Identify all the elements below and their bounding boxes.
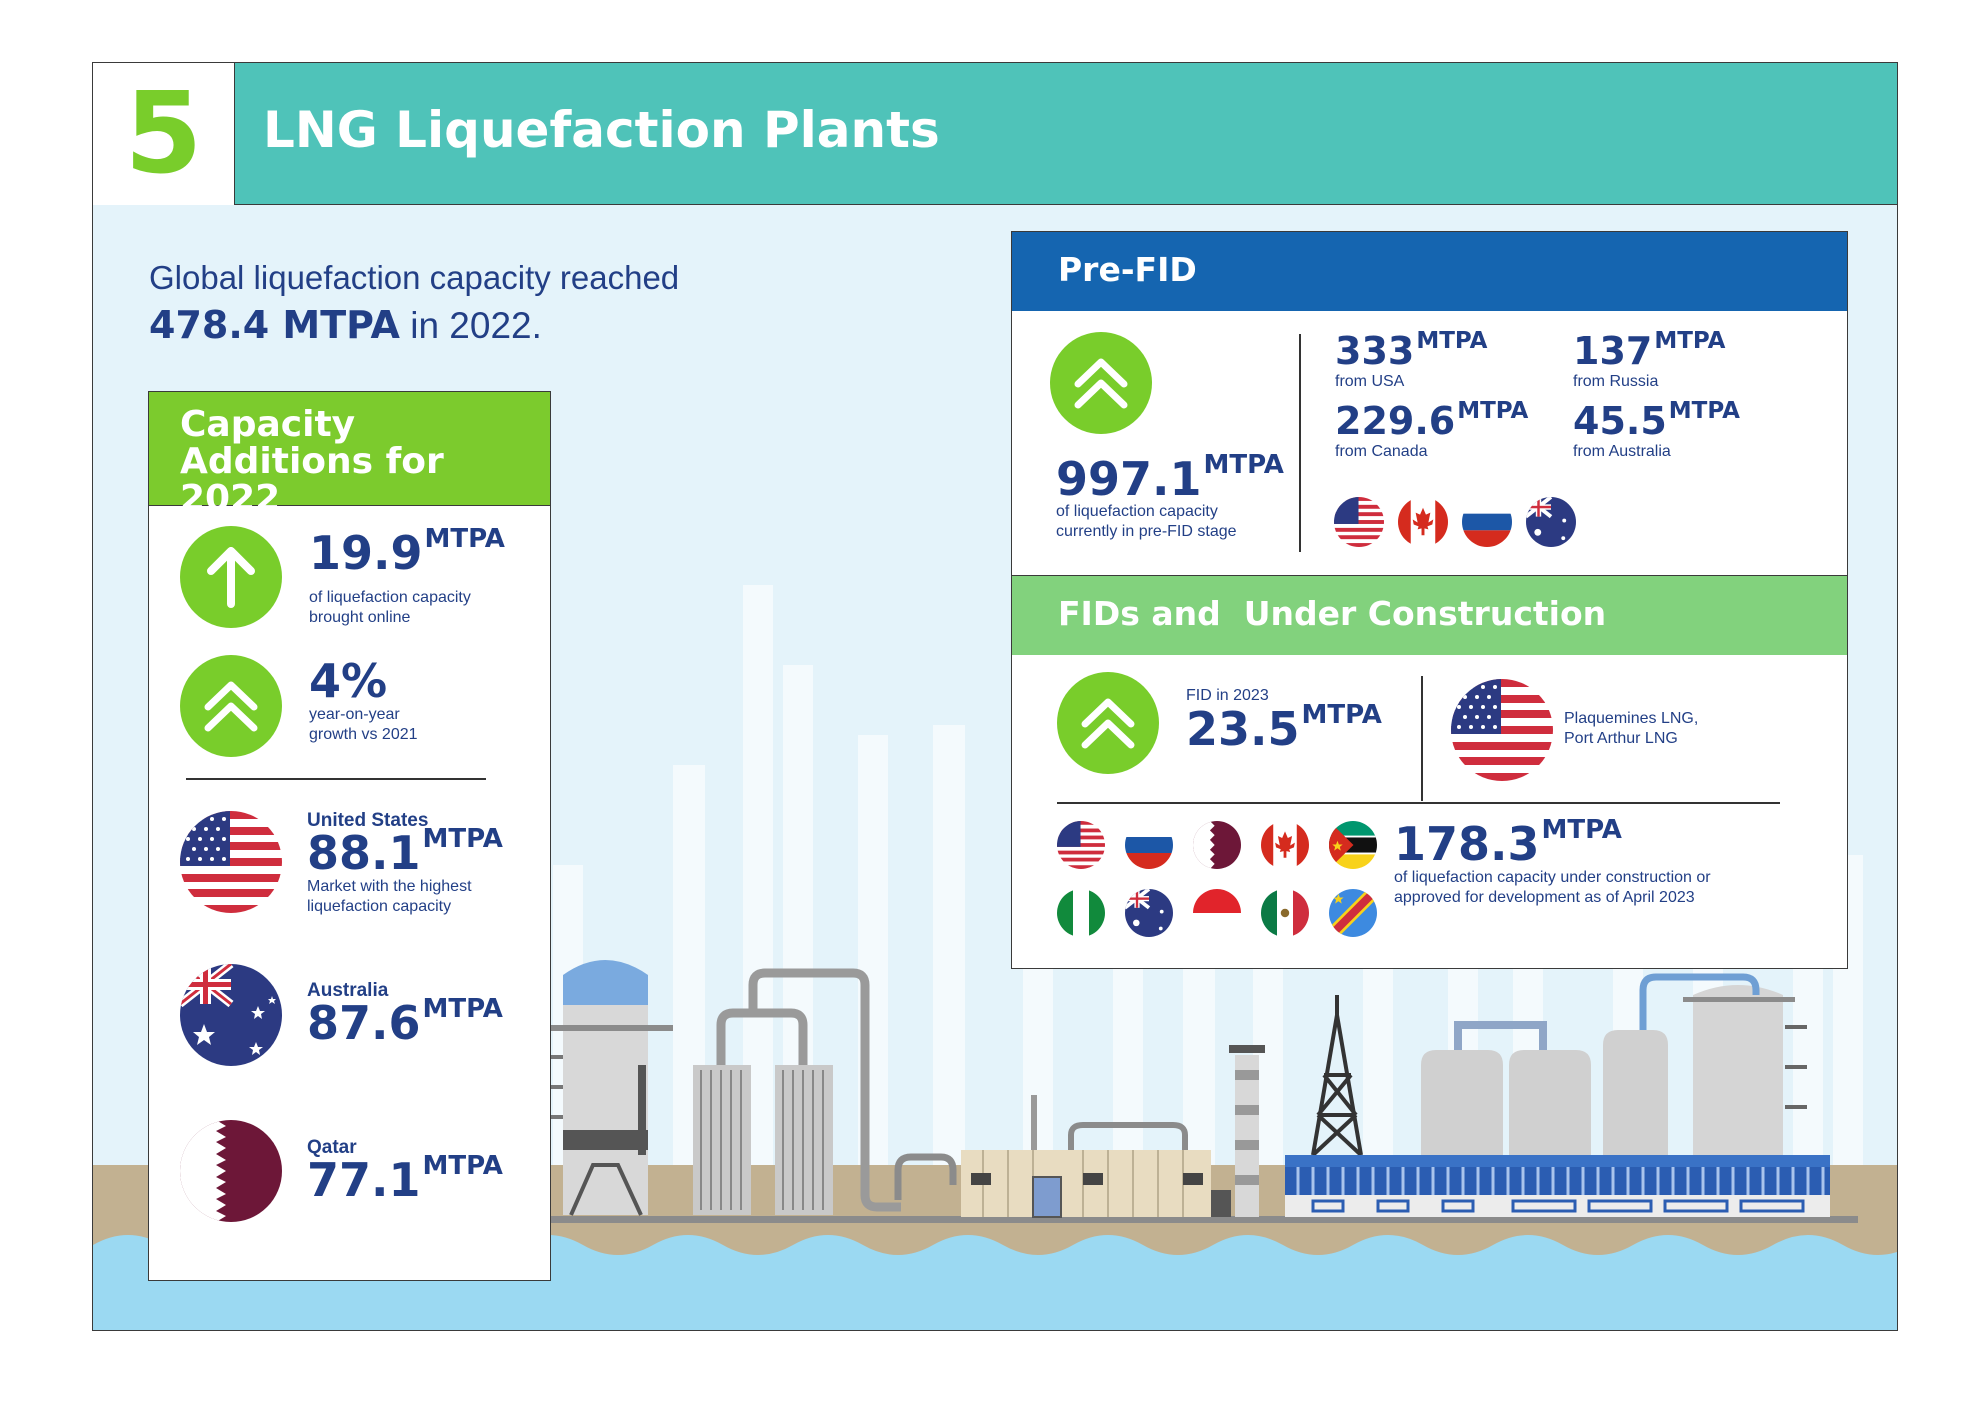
russia-flag-icon xyxy=(1462,497,1512,547)
fids-card: FIDs and Under Construction FID in 2023 … xyxy=(1011,576,1848,969)
online-capacity-desc: of liquefaction capacity brought online xyxy=(309,589,471,626)
section-number-box: 5 xyxy=(93,63,235,205)
divider xyxy=(186,778,486,780)
indonesia-flag-icon xyxy=(1193,889,1241,937)
usa-flag-icon xyxy=(1451,679,1553,781)
growth-desc: year-on-year growth vs 2021 xyxy=(309,706,418,743)
us-country-label: United States xyxy=(307,810,429,831)
under-construction-desc: of liquefaction capacity under construct… xyxy=(1394,869,1711,906)
australia-flag-icon xyxy=(180,964,282,1066)
intro-line: Global liquefaction capacity reached xyxy=(149,259,680,296)
us-capacity-value: 88.1MTPA xyxy=(307,824,503,880)
pre-fid-usa-value: 333MTPA xyxy=(1335,328,1488,373)
canada-flag-icon xyxy=(1261,821,1309,869)
growth-value: 4% xyxy=(309,654,388,708)
nigeria-flag-icon xyxy=(1057,889,1105,937)
pre-fid-header: Pre-FID xyxy=(1012,232,1847,311)
double-chevron-up-icon xyxy=(1050,332,1152,434)
fids-title: FIDs and Under Construction xyxy=(1058,594,1607,633)
usa-flag-icon xyxy=(1334,497,1384,547)
under-construction-value: 178.3MTPA xyxy=(1394,815,1622,871)
page-title: LNG Liquefaction Plants xyxy=(263,101,940,159)
dr-congo-flag-icon xyxy=(1329,889,1377,937)
pre-fid-australia-label: from Australia xyxy=(1573,443,1671,460)
us-capacity-desc: Market with the highest liquefaction cap… xyxy=(307,878,472,915)
pre-fid-divider xyxy=(1299,334,1301,552)
australia-capacity-value: 87.6MTPA xyxy=(307,994,503,1050)
capacity-additions-card: Capacity Additions for 2022 19.9MTPA of … xyxy=(148,391,551,1281)
mozambique-flag-icon xyxy=(1329,821,1377,869)
double-chevron-up-icon xyxy=(180,655,282,757)
fid-value: 23.5MTPA xyxy=(1186,700,1382,756)
fids-divider-horizontal xyxy=(1057,802,1780,804)
pre-fid-russia-label: from Russia xyxy=(1573,373,1659,390)
qatar-flag-icon xyxy=(180,1120,282,1222)
infographic-frame: 5 LNG Liquefaction Plants Global liquefa… xyxy=(92,62,1898,1331)
online-capacity-value: 19.9MTPA xyxy=(309,524,505,580)
qatar-country-label: Qatar xyxy=(307,1137,357,1158)
canada-flag-icon xyxy=(1398,497,1448,547)
pre-fid-total-value: 997.1MTPA xyxy=(1056,450,1284,506)
pre-fid-usa-label: from USA xyxy=(1335,373,1405,390)
qatar-flag-icon xyxy=(1193,821,1241,869)
pre-fid-australia-value: 45.5MTPA xyxy=(1573,398,1740,443)
pre-fid-russia-value: 137MTPA xyxy=(1573,328,1726,373)
capacity-additions-header: Capacity Additions for 2022 xyxy=(149,392,550,517)
arrow-up-icon xyxy=(180,526,282,628)
intro-suffix: in 2022. xyxy=(399,305,542,346)
double-chevron-up-icon xyxy=(1057,672,1159,774)
capacity-additions-title: Capacity Additions for 2022 xyxy=(180,404,444,519)
pre-fid-canada-value: 229.6MTPA xyxy=(1335,398,1529,443)
pre-fid-title: Pre-FID xyxy=(1058,250,1197,289)
australia-flag-icon xyxy=(1125,889,1173,937)
intro-value: 478.4 MTPA xyxy=(149,303,400,347)
russia-flag-icon xyxy=(1125,821,1173,869)
usa-flag-icon xyxy=(1057,821,1105,869)
fids-divider-vertical xyxy=(1421,676,1423,801)
intro-value-line: 478.4 MTPA in 2022. xyxy=(149,303,542,347)
australia-country-label: Australia xyxy=(307,980,389,1001)
usa-flag-icon xyxy=(180,811,282,913)
qatar-capacity-value: 77.1MTPA xyxy=(307,1151,503,1207)
pre-fid-canada-label: from Canada xyxy=(1335,443,1428,460)
fid-year-label: FID in 2023 xyxy=(1186,687,1269,704)
mexico-flag-icon xyxy=(1261,889,1309,937)
page-header: 5 LNG Liquefaction Plants xyxy=(93,63,1897,205)
australia-flag-icon xyxy=(1526,497,1576,547)
fids-header: FIDs and Under Construction xyxy=(1012,576,1847,655)
fid-projects: Plaquemines LNG, Port Arthur LNG xyxy=(1564,710,1699,747)
section-number: 5 xyxy=(124,69,203,199)
pre-fid-card: Pre-FID 997.1MTPA of liquefaction capaci… xyxy=(1011,231,1848,576)
pre-fid-total-desc: of liquefaction capacity currently in pr… xyxy=(1056,503,1237,540)
